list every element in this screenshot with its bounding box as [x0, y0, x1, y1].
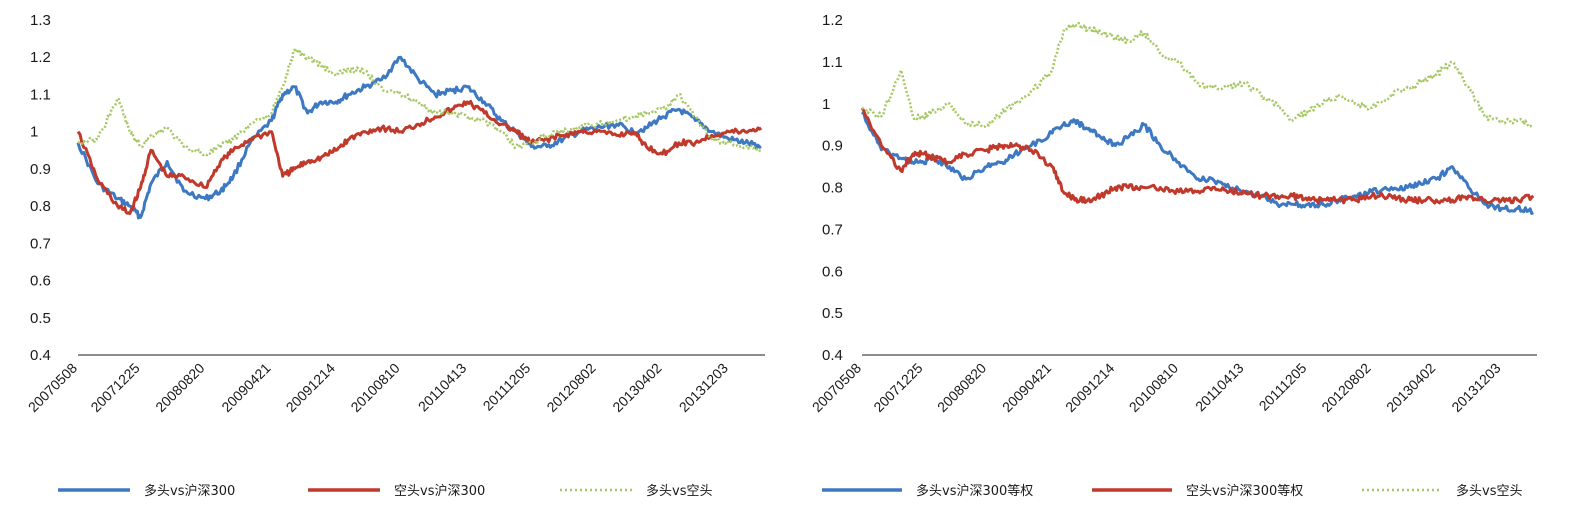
x-tick-label: 20080820	[934, 360, 990, 416]
y-tick-label: 1.3	[30, 12, 51, 29]
y-tick-label: 0.9	[30, 161, 51, 178]
y-tick-label: 0.4	[822, 347, 843, 364]
x-tick-label: 20110413	[415, 360, 470, 415]
legend-label-1: 空头vs沪深300	[394, 483, 485, 499]
y-tick-label: 0.9	[822, 138, 843, 155]
right-chart-panel: 1.2 1.1 1 0.9 0.8 0.7 0.6 0.5 0.4 20070508 2007122…	[792, 0, 1584, 525]
y-tick-label: 1	[822, 96, 830, 113]
legend-label-2: 多头vs空头	[1456, 483, 1522, 499]
series-line-1	[76, 99, 763, 216]
x-tick-label: 20111205	[1256, 360, 1310, 414]
x-tick-label: 20120802	[1318, 360, 1374, 416]
x-tick-label: 20131203	[1448, 360, 1504, 416]
series-line-0	[860, 111, 1534, 215]
left-chart-panel: 1.3 1.2 1.1 1 0.9 0.8 0.7 0.6 0.5 0.4 20070508 2007…	[0, 0, 790, 525]
series-line-1	[860, 107, 1535, 205]
series-line-0	[76, 55, 762, 220]
y-tick-label: 1.2	[30, 49, 51, 66]
x-tick-label: 20071225	[870, 360, 926, 416]
y-tick-label: 0.6	[822, 263, 843, 280]
x-tick-label: 20091214	[283, 360, 339, 416]
x-tick-label: 20071225	[87, 360, 143, 416]
x-tick-label: 20080820	[152, 360, 208, 416]
y-tick-label: 0.5	[30, 310, 51, 327]
x-tick-label: 20100810	[347, 360, 403, 416]
y-tick-label: 0.7	[822, 221, 843, 238]
x-tick-label: 20130402	[1383, 360, 1439, 416]
y-tick-label: 1.1	[30, 86, 51, 103]
series-line-2	[77, 47, 762, 157]
x-tick-label: 20070508	[25, 360, 81, 416]
legend-label-0: 多头vs沪深300	[144, 483, 235, 499]
x-tick-label: 20100810	[1126, 360, 1182, 416]
series-line-2	[861, 21, 1534, 129]
y-tick-label: 0.7	[30, 235, 51, 252]
x-tick-label: 20090421	[999, 360, 1055, 416]
x-tick-label: 20070508	[809, 360, 865, 416]
y-tick-label: 1	[30, 124, 38, 141]
legend-label-0: 多头vs沪深300等权	[916, 483, 1033, 499]
x-tick-label: 20091214	[1062, 360, 1118, 416]
legend-label-1: 空头vs沪深300等权	[1186, 483, 1303, 499]
x-tick-label: 20090421	[218, 360, 274, 416]
y-tick-label: 0.5	[822, 305, 843, 322]
x-tick-label: 20131203	[676, 360, 732, 416]
y-tick-label: 1.2	[822, 12, 843, 29]
y-tick-label: 0.8	[30, 198, 51, 215]
legend-label-2: 多头vs空头	[646, 483, 712, 499]
x-tick-label: 20111205	[480, 360, 534, 414]
x-tick-label: 20120802	[543, 360, 599, 416]
y-tick-label: 1.1	[822, 54, 843, 71]
x-tick-label: 20130402	[609, 360, 665, 416]
y-tick-label: 0.8	[822, 180, 843, 197]
y-tick-label: 0.4	[30, 347, 51, 364]
y-tick-label: 0.6	[30, 273, 51, 290]
x-tick-label: 20110413	[1192, 360, 1247, 415]
